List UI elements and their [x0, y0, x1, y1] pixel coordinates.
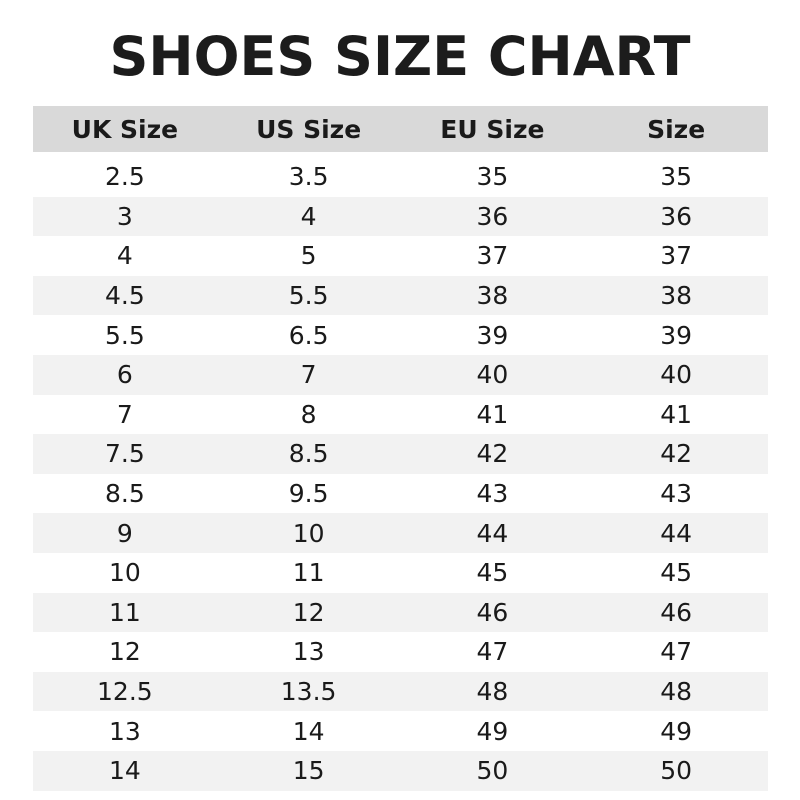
page-title: SHOES SIZE CHART [109, 25, 691, 88]
table-row: 12.5 13.5 48 48 [33, 671, 768, 712]
cell-eu-size: 41 [476, 399, 509, 429]
cell-uk-size: 12 [108, 637, 141, 667]
cell-uk-size: 6 [116, 360, 133, 390]
cell-uk-size: 2.5 [104, 162, 145, 192]
table-row: 12 13 47 47 [33, 632, 768, 672]
table-row: 8.5 9.5 43 43 [33, 474, 768, 514]
cell-eu-size: 46 [476, 597, 509, 627]
cell-size: 40 [660, 360, 693, 390]
cell-size: 39 [660, 320, 693, 350]
cell-us-size: 14 [292, 716, 325, 746]
cell-size: 47 [660, 637, 693, 667]
cell-uk-size: 8.5 [104, 479, 145, 509]
cell-eu-size: 39 [476, 320, 509, 350]
cell-uk-size: 5.5 [104, 320, 145, 350]
cell-size: 38 [660, 281, 693, 311]
header-us-size: US Size [256, 114, 362, 144]
table-row: 5.5 6.5 39 39 [33, 315, 768, 355]
cell-us-size: 12 [292, 597, 325, 627]
cell-us-size: 5 [300, 241, 317, 271]
cell-size: 49 [660, 716, 693, 746]
cell-size: 50 [660, 756, 693, 786]
table-row: 7.5 8.5 42 42 [33, 434, 768, 474]
table-row: 9 10 44 44 [33, 513, 768, 553]
cell-us-size: 6.5 [288, 320, 329, 350]
cell-us-size: 8.5 [288, 439, 329, 469]
cell-size: 43 [660, 479, 693, 509]
cell-uk-size: 14 [108, 756, 141, 786]
header-uk-size: UK Size [71, 114, 179, 144]
cell-uk-size: 12.5 [97, 677, 153, 707]
cell-eu-size: 40 [476, 360, 509, 390]
cell-us-size: 4 [300, 201, 317, 231]
size-table: UK Size US Size EU Size Size 2.5 3.5 35 35 3… [33, 106, 768, 791]
table-row: 3 4 36 36 [33, 196, 768, 237]
cell-size: 37 [660, 241, 693, 271]
cell-uk-size: 3 [116, 201, 133, 231]
cell-us-size: 15 [292, 756, 325, 786]
cell-eu-size: 48 [476, 677, 509, 707]
cell-eu-size: 35 [476, 162, 509, 192]
cell-uk-size: 7 [116, 399, 133, 429]
cell-us-size: 10 [292, 518, 325, 548]
cell-uk-size: 4 [116, 241, 133, 271]
cell-eu-size: 37 [476, 241, 509, 271]
table-row: 14 15 50 50 [33, 750, 768, 791]
cell-uk-size: 13 [108, 716, 141, 746]
cell-size: 44 [660, 518, 693, 548]
cell-eu-size: 49 [476, 716, 509, 746]
cell-us-size: 13 [292, 637, 325, 667]
cell-uk-size: 11 [108, 597, 141, 627]
cell-eu-size: 44 [476, 518, 509, 548]
cell-us-size: 11 [292, 558, 325, 588]
cell-uk-size: 10 [108, 558, 141, 588]
table-row: 6 7 40 40 [33, 354, 768, 395]
table-row: 2.5 3.5 35 35 [33, 157, 768, 197]
table-row: 7 8 41 41 [33, 395, 768, 435]
cell-eu-size: 36 [476, 201, 509, 231]
cell-us-size: 9.5 [288, 479, 329, 509]
table-row: 13 14 49 49 [33, 711, 768, 751]
cell-us-size: 8 [300, 399, 317, 429]
cell-size: 41 [660, 399, 693, 429]
cell-eu-size: 50 [476, 756, 509, 786]
cell-uk-size: 7.5 [104, 439, 145, 469]
cell-size: 36 [660, 201, 693, 231]
cell-us-size: 5.5 [288, 281, 329, 311]
cell-eu-size: 43 [476, 479, 509, 509]
cell-size: 48 [660, 677, 693, 707]
cell-us-size: 7 [300, 360, 317, 390]
table-row: 4.5 5.5 38 38 [33, 275, 768, 316]
cell-us-size: 13.5 [280, 677, 337, 707]
cell-size: 45 [660, 558, 693, 588]
table-header: UK Size US Size EU Size Size [33, 106, 768, 152]
cell-us-size: 3.5 [288, 162, 329, 192]
header-size: Size [647, 114, 706, 144]
table-body: 2.5 3.5 35 35 3 4 36 36 4 5 37 37 4.5 5.5 38 38 5.5 6.5 39… [33, 157, 768, 791]
cell-size: 46 [660, 597, 693, 627]
cell-eu-size: 38 [476, 281, 509, 311]
cell-uk-size: 4.5 [104, 281, 145, 311]
cell-size: 42 [660, 439, 693, 469]
table-row: 4 5 37 37 [33, 236, 768, 276]
table-row: 11 12 46 46 [33, 592, 768, 633]
cell-eu-size: 47 [476, 637, 509, 667]
cell-eu-size: 42 [476, 439, 509, 469]
cell-uk-size: 9 [116, 518, 133, 548]
cell-size: 35 [660, 162, 693, 192]
header-eu-size: EU Size [440, 114, 545, 144]
cell-eu-size: 45 [476, 558, 509, 588]
table-row: 10 11 45 45 [33, 553, 768, 593]
